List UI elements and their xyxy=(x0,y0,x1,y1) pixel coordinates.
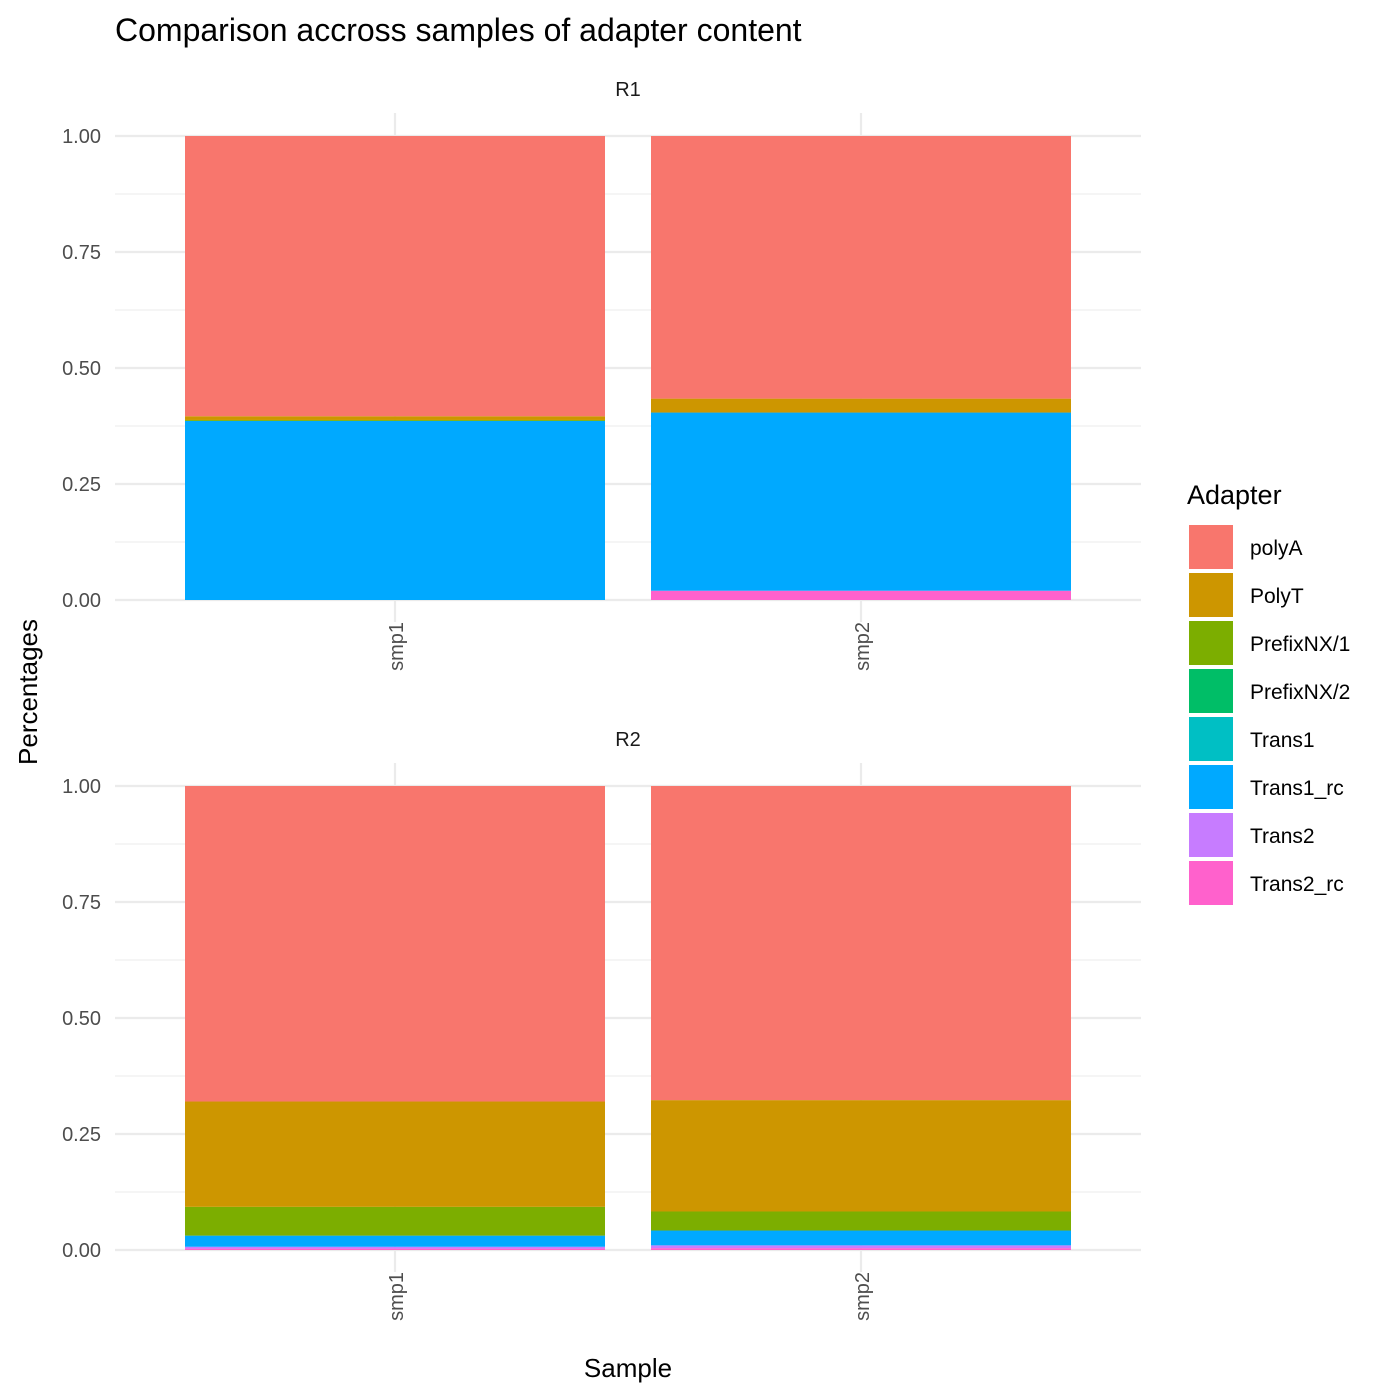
y-tick-label: 0.25 xyxy=(62,474,101,496)
legend-key-PolyT xyxy=(1189,573,1233,617)
y-tick-label: 0.25 xyxy=(62,1124,101,1146)
bar-segment-R2-smp1-PolyT xyxy=(185,1101,605,1207)
legend-key-polyA xyxy=(1189,525,1233,569)
bar-segment-R1-smp2-Trans2rc xyxy=(651,590,1071,600)
x-tick-label: smp1 xyxy=(386,1272,408,1321)
legend-key-Trans1 xyxy=(1189,717,1233,761)
legend: Adapter polyA PolyT PrefixNX/1 PrefixNX/2 Tr… xyxy=(1187,480,1350,905)
bar-segment-R2-smp1-Trans2rc xyxy=(185,1248,605,1250)
y-tick-label: 0.50 xyxy=(62,358,101,380)
y-tick-label: 0.50 xyxy=(62,1008,101,1030)
y-tick-label: 0.00 xyxy=(62,1240,101,1262)
legend-label: polyA xyxy=(1250,537,1303,560)
bar-segment-R2-smp2-Trans2rc xyxy=(651,1248,1071,1250)
y-tick-label: 1.00 xyxy=(62,776,101,798)
legend-label: Trans1_rc xyxy=(1250,777,1344,800)
bar-segment-R2-smp1-polyA xyxy=(185,786,605,1102)
bar-segment-R2-smp2-PrefixNX1 xyxy=(651,1211,1071,1231)
bar-segment-R2-smp1-PrefixNX1 xyxy=(185,1206,605,1236)
bar-segment-R2-smp2-polyA xyxy=(651,786,1071,1101)
bar-segment-R1-smp2-Trans1rc xyxy=(651,412,1071,591)
x-axis-title: Sample xyxy=(584,1353,672,1383)
legend-key-PrefixNX1 xyxy=(1189,621,1233,665)
x-tick-label: smp2 xyxy=(852,622,874,671)
bar-segment-R1-smp1-PrefixNX1 xyxy=(185,419,605,421)
facet-strip-label: R1 xyxy=(615,79,641,101)
bar-segment-R1-smp1-Trans1rc xyxy=(185,420,605,600)
legend-key-Trans2rc xyxy=(1189,861,1233,905)
legend-label: PolyT xyxy=(1250,585,1304,608)
bar-segment-R2-smp2-PolyT xyxy=(651,1100,1071,1212)
y-tick-label: 0.00 xyxy=(62,590,101,612)
x-tick-label: smp2 xyxy=(852,1272,874,1321)
y-tick-label: 0.75 xyxy=(62,892,101,914)
legend-key-PrefixNX2 xyxy=(1189,669,1233,713)
legend-key-Trans1rc xyxy=(1189,765,1233,809)
panel-R1: 0.00 0.25 0.50 0.75 1.00 smp1 smp2 R1 xyxy=(62,79,1141,671)
bar-segment-R2-smp2-Trans1rc xyxy=(651,1230,1071,1246)
chart-title: Comparison accross samples of adapter co… xyxy=(115,12,802,48)
y-axis-title: Percentages xyxy=(13,619,43,765)
panel-R2: 0.00 0.25 0.50 0.75 1.00 smp1 smp2 R2 xyxy=(62,729,1141,1321)
legend-label: Trans2 xyxy=(1250,825,1315,848)
bar-segment-R1-smp2-polyA xyxy=(651,136,1071,399)
legend-label: Trans2_rc xyxy=(1250,873,1344,896)
bar-segment-R2-smp1-Trans1rc xyxy=(185,1235,605,1247)
legend-label: PrefixNX/1 xyxy=(1250,633,1350,656)
legend-title: Adapter xyxy=(1187,480,1282,510)
legend-label: PrefixNX/2 xyxy=(1250,681,1350,704)
bar-segment-R1-smp1-polyA xyxy=(185,136,605,417)
bar-segment-R2-smp1-Trans2 xyxy=(185,1246,605,1249)
legend-label: Trans1 xyxy=(1250,729,1315,752)
x-tick-label: smp1 xyxy=(386,622,408,671)
bar-segment-R2-smp2-Trans2 xyxy=(651,1245,1071,1249)
bar-segment-R1-smp1-PolyT xyxy=(185,416,605,420)
facet-strip-label: R2 xyxy=(615,729,641,751)
legend-key-Trans2 xyxy=(1189,813,1233,857)
y-tick-label: 1.00 xyxy=(62,126,101,148)
y-tick-label: 0.75 xyxy=(62,242,101,264)
bar-segment-R1-smp2-PolyT xyxy=(651,398,1071,413)
